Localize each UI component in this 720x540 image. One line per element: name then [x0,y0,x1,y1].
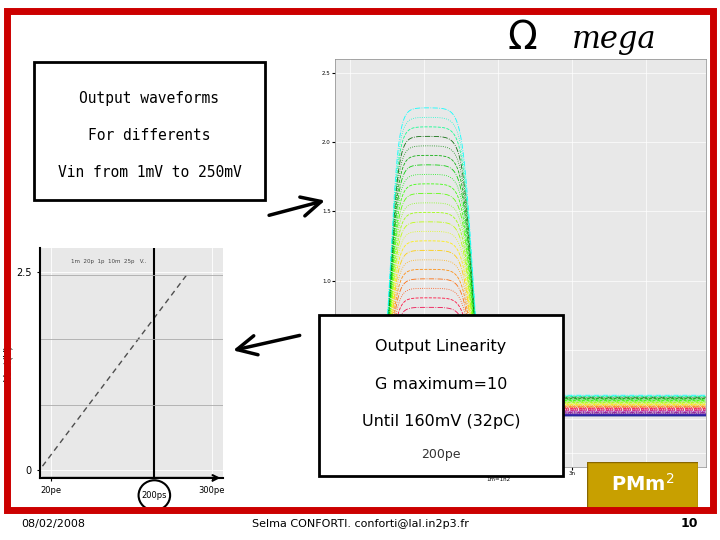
Text: Selma CONFORTI. conforti@lal.in2p3.fr: Selma CONFORTI. conforti@lal.in2p3.fr [251,518,469,529]
Text: G maximum=10: G maximum=10 [375,376,507,392]
Text: 08/02/2008: 08/02/2008 [22,518,86,529]
FancyBboxPatch shape [34,62,265,200]
Text: Output waveforms: Output waveforms [79,91,220,105]
Text: For differents: For differents [88,128,211,143]
FancyBboxPatch shape [319,315,563,476]
Text: Output Linearity: Output Linearity [375,339,507,354]
Text: Until 160mV (32pC): Until 160mV (32pC) [361,414,521,429]
Text: Vin from 1mV to 250mV: Vin from 1mV to 250mV [58,165,241,180]
Text: 200ps: 200ps [142,491,167,500]
Text: 200pe: 200pe [421,448,461,461]
Y-axis label: Vout(V): Vout(V) [4,345,14,381]
Text: $\mathbf{PMm}^2$: $\mathbf{PMm}^2$ [611,473,675,495]
Text: mega: mega [572,24,656,56]
Text: 1m  20p  1p  10m  25p   V..: 1m 20p 1p 10m 25p V.. [71,259,146,264]
FancyBboxPatch shape [587,462,698,508]
Text: $\mathit{\Omega}$: $\mathit{\Omega}$ [507,19,537,57]
Text: 10: 10 [681,517,698,530]
